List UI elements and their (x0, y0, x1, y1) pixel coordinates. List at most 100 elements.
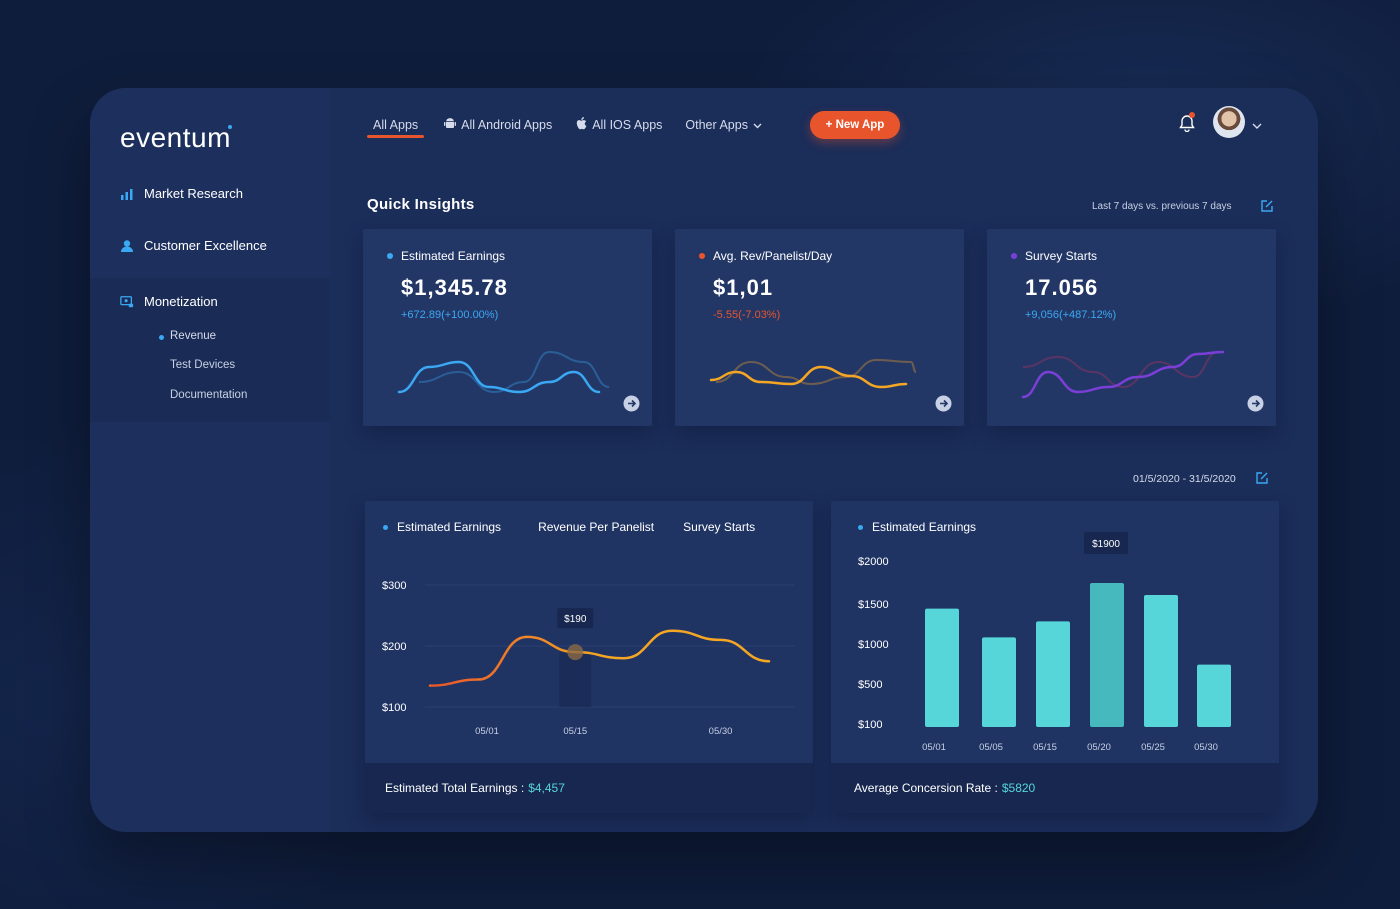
sidebar-subitem-revenue[interactable]: Revenue (170, 330, 217, 342)
chevron-down-icon[interactable] (1252, 116, 1262, 134)
footer-value: $5820 (1001, 781, 1036, 795)
arrow-right-icon[interactable] (935, 395, 952, 412)
x-tick-label: 05/01 (922, 742, 946, 753)
y-tick-label: $1500 (858, 599, 889, 611)
sparkline-previous (418, 350, 610, 394)
card-change: +672.89(+100.00%) (401, 309, 499, 321)
sidebar-item-market-research[interactable]: Market Research (120, 186, 243, 201)
sidebar-item-label: Customer Excellence (144, 238, 267, 253)
chart-tab-revenue-per-panelist[interactable]: Revenue Per Panelist (538, 520, 655, 534)
x-tick-label: 05/20 (1087, 742, 1111, 753)
card-label: Avg. Rev/Panelist/Day (713, 249, 833, 263)
line-point (720, 639, 722, 641)
app-tabs: All Apps All Android Apps All IOS Apps O… (366, 117, 762, 138)
y-tick-label: $2000 (858, 556, 889, 568)
market-research-icon (120, 187, 134, 201)
arrow-right-icon[interactable] (1247, 395, 1264, 412)
line-point (429, 685, 431, 687)
sidebar-item-monetization[interactable]: Monetization (120, 294, 218, 309)
footer-label: Average Concersion Rate : (854, 781, 998, 795)
monetization-group (90, 278, 330, 422)
tab-label: All IOS Apps (592, 118, 663, 132)
bar[interactable] (982, 637, 1016, 727)
earnings-line (428, 629, 771, 687)
logo-text: eventum (120, 122, 231, 153)
active-tab-dot (383, 524, 388, 530)
active-indicator-dot (159, 335, 164, 340)
line-chart: $300 $200 $100 $190 05/01 05/15 05/30 (382, 580, 795, 737)
series-dot (858, 524, 863, 530)
tab-label: Other Apps (685, 118, 748, 132)
bar[interactable] (925, 608, 959, 727)
sparkline-current (397, 360, 601, 394)
x-tick-label: 05/30 (1194, 742, 1218, 753)
logo: eventum (120, 122, 232, 154)
bar[interactable] (1197, 664, 1231, 727)
bar[interactable] (1090, 583, 1124, 727)
chart-tab-estimated-earnings[interactable]: Estimated Earnings (397, 520, 502, 534)
y-tick-label: $300 (382, 580, 406, 592)
bar-chart-header: Estimated Earnings (858, 520, 976, 534)
card-dot (387, 253, 393, 259)
edit-icon[interactable] (1255, 471, 1269, 490)
sparkline-current (1021, 350, 1225, 399)
x-tick-label: 05/15 (563, 726, 587, 737)
highlight-marker[interactable] (567, 644, 584, 661)
tooltip (1084, 532, 1128, 554)
tooltip (557, 608, 594, 629)
card-value: $1,01 (713, 275, 774, 300)
edit-icon[interactable] (1260, 199, 1274, 218)
card-label: Estimated Earnings (401, 249, 506, 263)
arrow-right-icon[interactable] (623, 395, 640, 412)
footer-value: $4,457 (528, 781, 565, 795)
line-point (477, 679, 479, 681)
android-icon (444, 117, 457, 133)
main-content: All Apps All Android Apps All IOS Apps O… (330, 88, 1318, 832)
insight-card: Estimated Earnings $1,345.78 +672.89(+100.… (363, 229, 652, 426)
sparkline-previous (715, 358, 917, 386)
line-chart-panel: Estimated Earnings Revenue Per Panelist … (365, 501, 813, 813)
chevron-down-icon (753, 118, 762, 132)
avatar[interactable] (1213, 106, 1245, 138)
tab-label: All Apps (373, 118, 419, 132)
card-value: 17.056 (1025, 275, 1099, 300)
footer-label: Estimated Total Earnings : (385, 781, 525, 795)
sidebar-item-label: Monetization (144, 294, 218, 309)
logo-accent-dot (227, 125, 232, 129)
chart-tab-survey-starts[interactable]: Survey Starts (683, 520, 756, 534)
sidebar-item-customer-excellence[interactable]: Customer Excellence (120, 238, 267, 253)
comparison-period: Last 7 days vs. previous 7 days (1092, 201, 1232, 212)
user-icon (120, 239, 134, 253)
card-value: $1,345.78 (401, 275, 508, 300)
tab-all-android-apps[interactable]: All Android Apps (444, 117, 552, 133)
tab-all-apps[interactable]: All Apps (366, 118, 425, 138)
y-tick-label: $100 (858, 719, 882, 731)
bar-chart-panel: Estimated Earnings $2000 $1500 $1000 $500 $1… (831, 501, 1279, 813)
sidebar-subitem-test-devices[interactable]: Test Devices (170, 359, 236, 371)
apple-icon (576, 117, 587, 133)
card-change: -5.55(-7.03%) (713, 309, 781, 321)
card-label: Survey Starts (1025, 249, 1098, 263)
tab-all-ios-apps[interactable]: All IOS Apps (576, 117, 662, 133)
bar[interactable] (1144, 595, 1178, 727)
line-point (526, 636, 528, 638)
x-tick-label: 05/05 (979, 742, 1003, 753)
line-point (623, 657, 625, 659)
insight-card: Survey Starts 17.056 +9,056(+487.12%) (987, 229, 1276, 426)
sparkline-previous (1022, 351, 1219, 389)
tab-other-apps[interactable]: Other Apps (685, 118, 762, 132)
sidebar: eventum Market Research Customer Excelle… (90, 88, 330, 832)
sidebar-subitem-documentation[interactable]: Documentation (170, 389, 248, 401)
line-point (768, 660, 770, 662)
new-app-button[interactable]: + New App (810, 111, 900, 139)
tooltip-label: $1900 (1092, 539, 1120, 550)
card-change: +9,056(+487.12%) (1025, 309, 1117, 321)
y-tick-label: $200 (382, 641, 406, 653)
bar[interactable] (1036, 621, 1070, 727)
highlight-column (559, 652, 592, 707)
sparkline (1021, 350, 1225, 399)
sparkline-current (709, 365, 908, 389)
bar-chart: $2000 $1500 $1000 $500 $100 05/01 05/05 05/15 05… (858, 532, 1231, 753)
line-point (671, 630, 673, 632)
line-chart-footer: Estimated Total Earnings : $4,457 (365, 763, 813, 813)
